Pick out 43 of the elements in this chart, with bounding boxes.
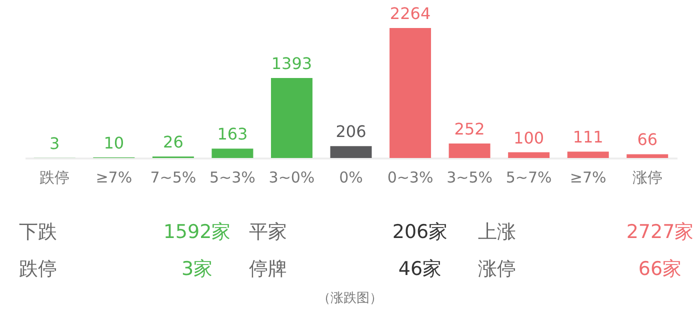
data-label: 66	[637, 130, 658, 150]
x-tick-label: 跌停	[40, 168, 70, 186]
data-label: 26	[163, 132, 184, 152]
text: 下跌	[19, 221, 57, 243]
x-tick-label: 5~7%	[506, 168, 552, 186]
text: 上涨	[478, 221, 516, 243]
bar	[626, 154, 668, 158]
text: 66家	[638, 258, 682, 280]
text: 涨停	[478, 258, 516, 280]
data-label: 206	[336, 122, 366, 142]
bar	[270, 78, 312, 158]
bar	[508, 152, 550, 158]
data-label: 252	[454, 120, 485, 139]
text: （涨跌图）	[318, 291, 382, 306]
data-label: 2264	[390, 4, 431, 23]
text: 停牌	[249, 258, 287, 280]
text: 206家	[392, 221, 448, 243]
bar	[330, 146, 372, 158]
data-label: 163	[217, 124, 248, 144]
data-label: 1393	[271, 54, 312, 74]
x-tick-label: 3~5%	[446, 168, 493, 186]
data-label: 3	[50, 134, 60, 153]
x-tick-label: 3~0%	[268, 168, 315, 186]
x-tick-label: 5~3%	[209, 168, 256, 186]
data-label: 100	[514, 128, 544, 148]
x-tick-label: 0%	[339, 168, 363, 186]
text: 2727家	[626, 221, 694, 243]
bar	[212, 148, 254, 158]
bar	[448, 144, 490, 158]
text: 跌停	[19, 258, 57, 280]
x-tick-label: ≥7%	[96, 168, 132, 186]
data-label: 111	[572, 128, 604, 147]
data-label: 10	[104, 133, 124, 152]
bar	[567, 152, 609, 158]
text: 平家	[249, 221, 287, 243]
text: 46家	[398, 258, 442, 280]
x-tick-label: 涨停	[632, 168, 662, 186]
x-tick-label: 0~3%	[387, 168, 434, 186]
x-tick-label: 7~5%	[150, 168, 196, 186]
text: 3家	[181, 258, 213, 280]
text: 1592家	[163, 221, 231, 243]
bar	[390, 28, 432, 158]
x-tick-label: ≥7%	[570, 168, 606, 186]
